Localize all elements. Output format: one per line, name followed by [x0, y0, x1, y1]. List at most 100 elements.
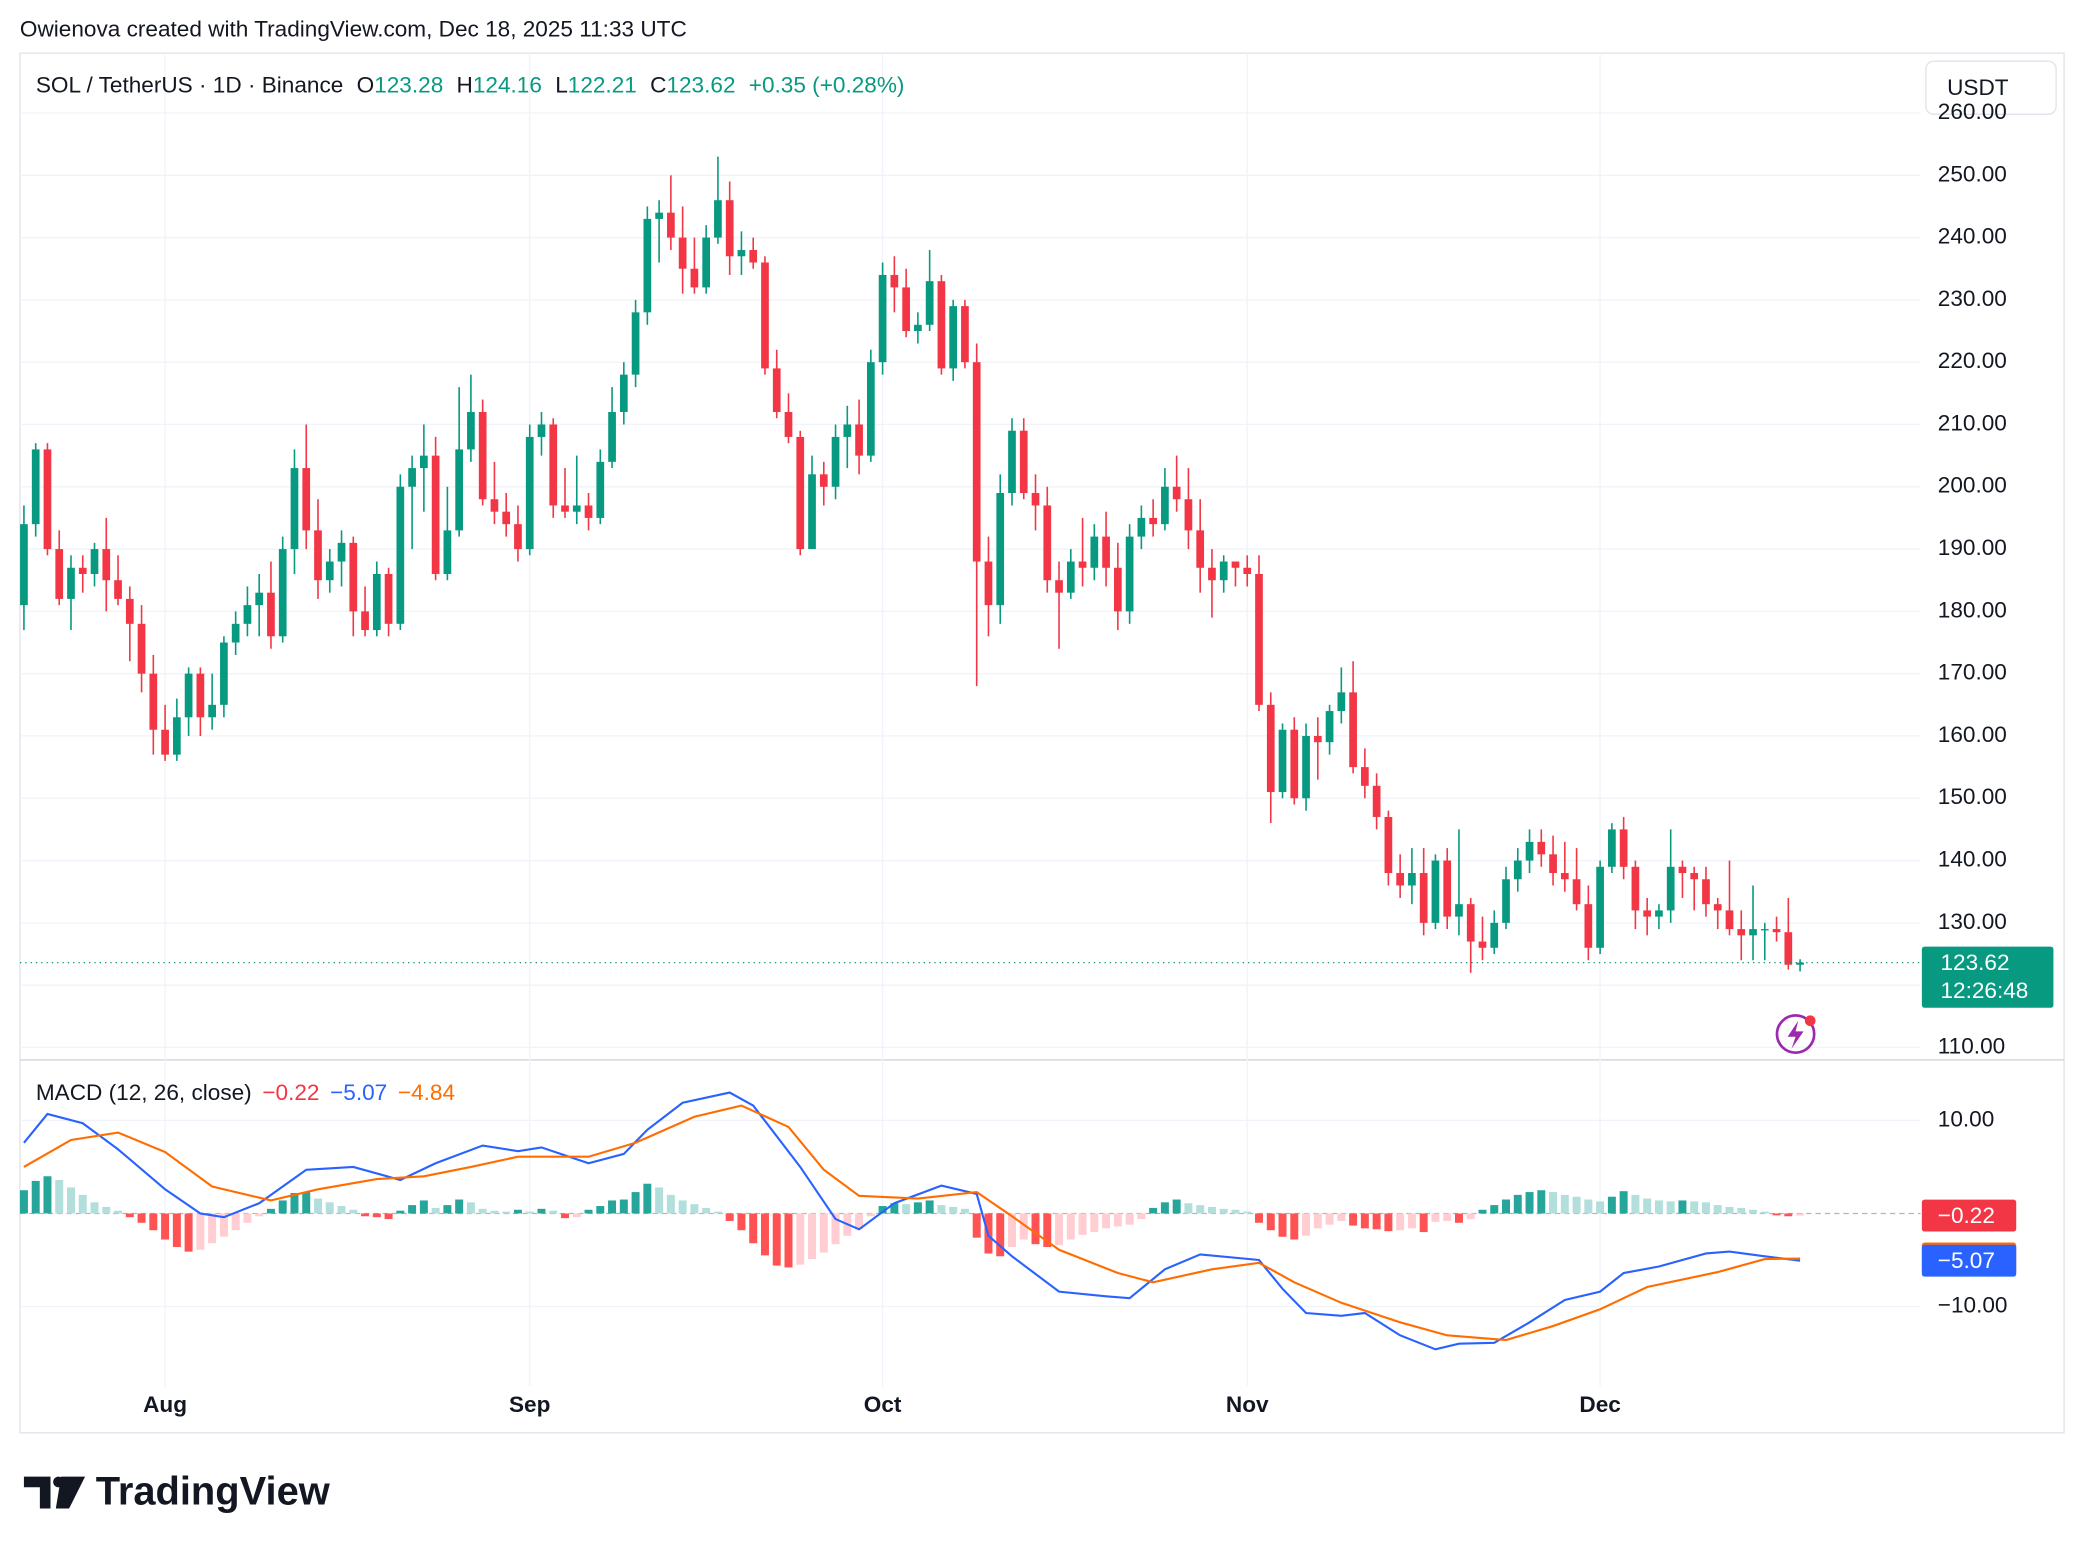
histogram-bar [1490, 1205, 1499, 1214]
candle-body [1466, 904, 1475, 942]
histogram-bar [1666, 1201, 1675, 1214]
histogram-bar [913, 1202, 922, 1214]
candle-body [890, 274, 899, 288]
symbol: SOL / TetherUS · 1D · Binance [36, 72, 343, 97]
histogram-bar [1760, 1211, 1769, 1214]
candle-body [1361, 767, 1369, 786]
histogram-bar [1737, 1207, 1746, 1214]
histogram-bar [643, 1183, 652, 1214]
histogram-bar [1043, 1213, 1052, 1247]
y-tick-label: 260.00 [1938, 99, 2007, 124]
candle-body [420, 455, 428, 469]
candle-body [290, 468, 299, 550]
histogram-bar [1513, 1194, 1522, 1214]
histogram-bar [1643, 1198, 1652, 1214]
y-tick-label: 200.00 [1938, 473, 2007, 498]
alert-icon[interactable] [1775, 1014, 1816, 1054]
candle-body [1031, 493, 1040, 506]
histogram-bar [1431, 1213, 1440, 1222]
histogram-bar [537, 1208, 546, 1214]
candle-body [1408, 873, 1416, 886]
candle-body [184, 673, 193, 718]
ohlc-letter: L [555, 72, 568, 97]
histogram-bar [1207, 1206, 1216, 1214]
histogram-bar [1313, 1213, 1322, 1229]
candle-body [1596, 866, 1604, 948]
candle-body [349, 542, 358, 612]
histogram-bar [1255, 1213, 1263, 1223]
histogram-bar [219, 1213, 228, 1237]
candle-body [1372, 785, 1381, 817]
histogram-bar [255, 1213, 264, 1217]
histogram-bar [478, 1208, 487, 1214]
histogram-bar [137, 1213, 146, 1223]
candle-body [902, 287, 910, 332]
indicator-legend: MACD (12, 26, close) −0.22 −5.07 −4.84 [36, 1080, 455, 1105]
change: +0.35 (+0.28%) [749, 72, 905, 97]
x-tick-label: Dec [1579, 1392, 1620, 1417]
histogram-bar [1560, 1194, 1569, 1214]
histogram-bar [584, 1209, 593, 1214]
candle-body [525, 436, 534, 550]
candle-body [619, 374, 628, 413]
logo-mark [23, 1476, 86, 1509]
candle-body [949, 306, 958, 369]
candle-body [55, 549, 64, 599]
histogram-bar [760, 1213, 769, 1256]
candle-body [667, 212, 675, 238]
histogram-bar [1772, 1213, 1781, 1216]
candle-body [278, 549, 287, 637]
y-tick-label: 130.00 [1938, 909, 2007, 934]
candle-body [1549, 854, 1557, 874]
histogram-bar [490, 1210, 499, 1214]
histogram-bar [1278, 1213, 1287, 1237]
y-tick-label: 180.00 [1938, 597, 2007, 622]
frame [19, 52, 2065, 1434]
histogram-bar [1678, 1200, 1687, 1214]
histogram-bar [290, 1193, 299, 1214]
currency-box[interactable] [1925, 60, 2057, 115]
y-tick-label: −10.00 [1938, 1292, 2008, 1317]
histogram-bar [196, 1213, 205, 1250]
candle-body [984, 561, 993, 606]
ohlc-value: 123.28 [374, 72, 443, 97]
histogram-bar [1443, 1213, 1452, 1221]
candle-body [808, 474, 816, 550]
candle-body [561, 505, 569, 512]
currency-button[interactable]: USDT [1925, 60, 2057, 115]
currency[interactable]: USDT [1947, 75, 2009, 100]
candle-body [1196, 530, 1205, 568]
histogram-bar [384, 1213, 393, 1220]
histogram-bar [796, 1213, 805, 1265]
candle-body [1443, 860, 1452, 917]
y-tick-label: 170.00 [1938, 660, 2007, 685]
candle-body [302, 468, 311, 531]
candle-body [1666, 866, 1675, 911]
candle-body [1090, 536, 1099, 568]
candle-body [1149, 517, 1157, 525]
candle-body [961, 306, 969, 363]
candle-body [1725, 910, 1734, 930]
histogram-bar [172, 1213, 181, 1247]
candle-body [137, 623, 146, 674]
histogram-bar [784, 1213, 793, 1268]
alert-ring[interactable] [1775, 1014, 1816, 1054]
candle-body [1690, 873, 1699, 880]
candle-body [1019, 430, 1028, 494]
histogram-bar [125, 1213, 134, 1218]
candle-body [255, 592, 264, 606]
candle-body [361, 611, 369, 631]
candle-body [467, 412, 475, 450]
histogram-bar [690, 1204, 699, 1214]
candle-body [1302, 735, 1310, 799]
histogram-bar [1713, 1205, 1722, 1214]
candle-body [914, 324, 922, 332]
histogram-bar [1007, 1213, 1016, 1247]
y-tick-label: 210.00 [1938, 410, 2007, 435]
candle-body [714, 200, 722, 238]
histogram-bar [1243, 1211, 1252, 1214]
candle-body [1184, 499, 1193, 531]
candle-body [596, 461, 605, 518]
histogram-bar [1360, 1213, 1369, 1229]
